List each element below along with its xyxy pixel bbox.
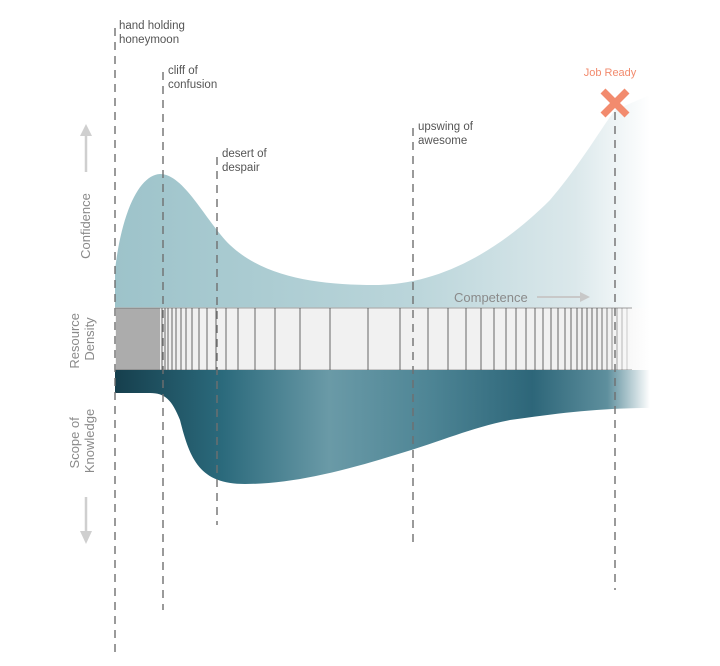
milestone-lines [114,28,616,655]
confidence-axis-label: Confidence [78,193,93,259]
competence-axis-label: Competence [454,290,528,305]
arrow-right-icon [537,292,590,302]
resource-density-strip [115,307,650,371]
milestone-label-honeymoon: hand holding honeymoon [119,20,188,46]
x-mark-icon [600,88,630,118]
arrow-down-icon [80,497,92,544]
confidence-area [115,95,650,308]
scope-of-knowledge-axis-label: Scope of Knowledge [67,409,97,473]
job-ready-label: Job Ready [584,67,637,79]
resource-density-axis-label: Resource Density [67,309,97,368]
scope-of-knowledge-area [115,370,650,484]
arrow-up-icon [80,124,92,172]
milestone-label-despair: desert of despair [222,148,270,174]
milestone-label-confusion: cliff of confusion [168,65,217,91]
milestone-label-awesome: upswing of awesome [418,121,476,147]
